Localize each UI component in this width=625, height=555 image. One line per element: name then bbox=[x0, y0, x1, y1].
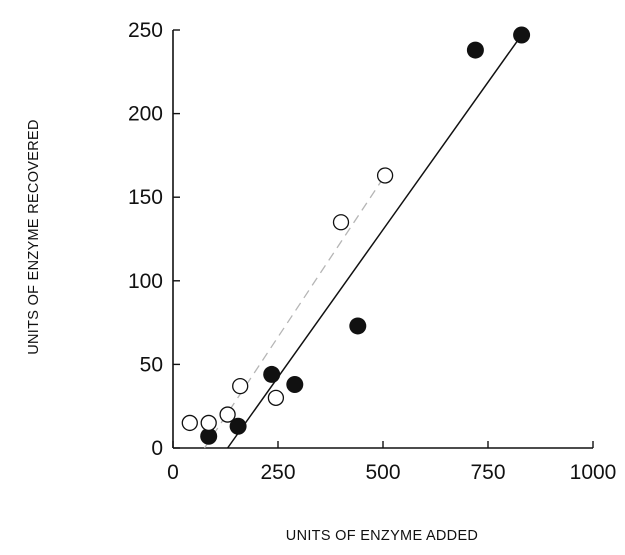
filled-data-point bbox=[513, 26, 531, 44]
x-axis: 0 250 500 750 1000 bbox=[167, 441, 616, 484]
x-tick-label: 1000 bbox=[570, 461, 617, 484]
data-points bbox=[181, 26, 531, 445]
y-tick-label: 100 bbox=[128, 270, 163, 293]
y-axis-title: UNITS OF ENZYME RECOVERED bbox=[26, 119, 42, 355]
filled-data-point bbox=[349, 317, 367, 335]
x-tick-label: 250 bbox=[260, 461, 295, 484]
x-tick-label: 500 bbox=[365, 461, 400, 484]
y-tick-label: 0 bbox=[151, 437, 163, 460]
y-tick-label: 50 bbox=[140, 353, 163, 376]
x-tick-label: 0 bbox=[167, 461, 179, 484]
filled-data-point bbox=[286, 375, 304, 393]
dashed-fit-line bbox=[203, 171, 388, 449]
y-tick-label: 200 bbox=[128, 103, 163, 126]
open-data-point bbox=[181, 414, 198, 432]
y-axis: 0 50 100 150 200 250 bbox=[128, 19, 180, 460]
filled-data-point bbox=[466, 41, 484, 59]
y-tick-label: 250 bbox=[128, 19, 163, 42]
open-data-point bbox=[219, 406, 236, 423]
fit-lines bbox=[203, 34, 523, 449]
open-data-point bbox=[376, 167, 394, 184]
open-data-point bbox=[332, 214, 350, 231]
open-data-point bbox=[232, 377, 249, 395]
x-tick-label: 750 bbox=[470, 461, 505, 484]
x-axis-title: UNITS OF ENZYME ADDED bbox=[286, 528, 478, 544]
y-tick-label: 150 bbox=[128, 186, 163, 209]
filled-data-point bbox=[229, 417, 247, 435]
filled-data-point bbox=[200, 427, 218, 445]
filled-data-point bbox=[263, 365, 281, 383]
open-data-point bbox=[200, 414, 217, 432]
open-data-point bbox=[267, 389, 285, 406]
solid-fit-line bbox=[226, 34, 523, 449]
